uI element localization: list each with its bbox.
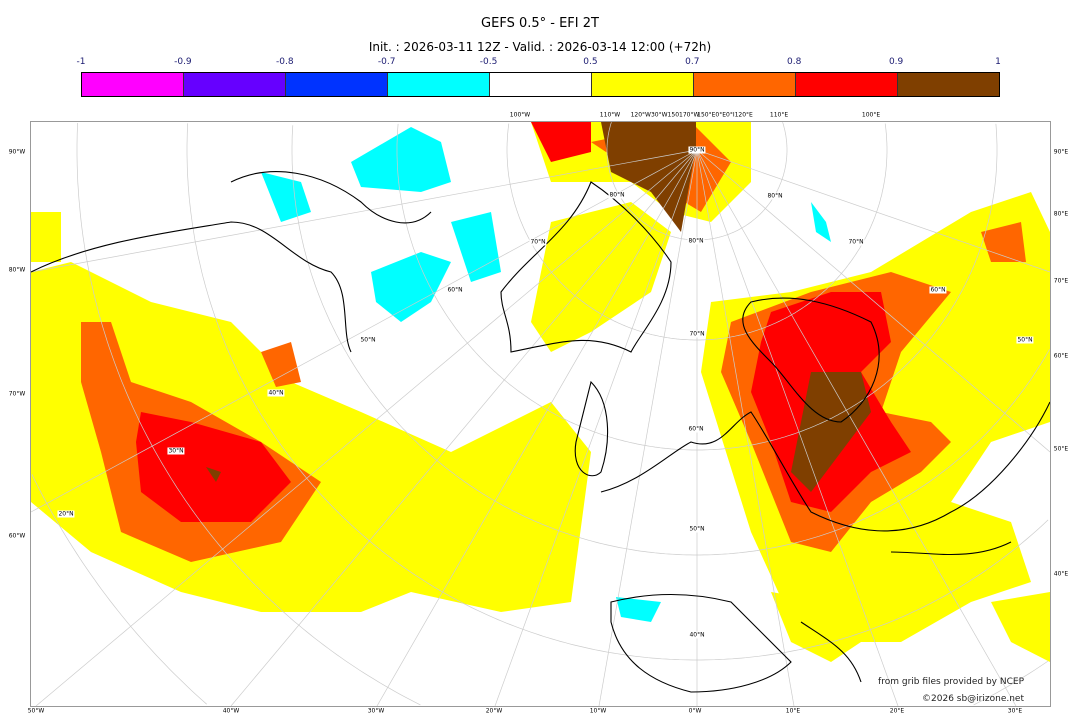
colorbar-bin: [592, 73, 694, 96]
colorbar-tick: 0.5: [583, 57, 598, 67]
axis-label-bottom: 30°W: [367, 707, 385, 715]
latitude-circle: [884, 123, 888, 150]
axis-label-bottom: 30°E: [1007, 707, 1023, 715]
axis-label-bottom: 40°W: [222, 707, 240, 715]
axis-label-right: 80°E: [1053, 210, 1069, 218]
colorbar-bin: [82, 73, 184, 96]
copyright: ©2026 sb@irizone.net: [922, 694, 1024, 704]
latitude-label: 60°N: [929, 286, 947, 294]
axis-label-top: 150°E0°E0°I120°E: [697, 111, 753, 119]
axis-label-right: 90°E: [1053, 148, 1069, 156]
latitude-label: 50°N: [688, 525, 706, 533]
latitude-label: 90°N: [688, 146, 706, 154]
chart-title: GEFS 0.5° - EFI 2T: [481, 16, 599, 31]
latitude-label: 80°N: [687, 237, 705, 245]
axis-label-bottom: 10°E: [785, 707, 801, 715]
colorbar-bin: [796, 73, 898, 96]
colorbar-tick: -0.9: [174, 57, 192, 67]
latitude-circle: [396, 123, 998, 451]
efi-brown: [206, 122, 871, 492]
colorbar-bin: [286, 73, 388, 96]
latitude-label: 50°N: [1016, 336, 1034, 344]
latitude-circle: [973, 660, 1049, 706]
axis-label-top: 120°W30°W150170°W: [630, 111, 700, 119]
axis-label-right: 60°E: [1053, 352, 1069, 360]
latitude-circle: [186, 123, 1049, 661]
axis-label-left: 80°W: [8, 266, 26, 274]
axis-label-right: 40°E: [1053, 570, 1069, 578]
chart-subtitle: Init. : 2026-03-11 12Z - Valid. : 2026-0…: [368, 40, 712, 54]
latitude-circle: [31, 474, 207, 705]
axis-label-left: 70°W: [8, 390, 26, 398]
colorbar-tick: -0.7: [377, 57, 396, 67]
axis-label-bottom: 50°W: [27, 707, 45, 715]
colorbar-tick: 0.9: [888, 57, 904, 67]
latitude-label: 30°N: [167, 447, 185, 455]
axis-label-right: 70°E: [1053, 277, 1069, 285]
latitude-label: 50°N: [359, 336, 377, 344]
latitude-label: 60°N: [446, 286, 464, 294]
axis-label-right: 50°E: [1053, 445, 1069, 453]
axis-label-top: 100°E: [861, 111, 881, 119]
colorbar-tick: -0.5: [479, 57, 498, 67]
axis-label-top: 110°E: [769, 111, 789, 119]
latitude-label: 40°N: [688, 631, 706, 639]
axis-label-left: 90°W: [8, 148, 26, 156]
colorbar-tick: 0.8: [787, 57, 802, 67]
latitude-label: 60°N: [687, 425, 705, 433]
latitude-circle: [76, 122, 421, 706]
latitude-label: 40°N: [267, 389, 285, 397]
axis-label-left: 60°W: [8, 532, 26, 540]
colorbar-tick: 0.7: [685, 57, 700, 67]
map-panel: 90°N 80°N 80°N 80°N 70°N 70°N 70°N 60°N 60°N 60°N…: [30, 121, 1051, 707]
latitude-label: 70°N: [529, 238, 547, 246]
colorbar-tick: 1: [995, 57, 1001, 67]
axis-label-top: 110°W: [599, 111, 621, 119]
axis-label-bottom: 0°W: [688, 707, 702, 715]
colorbar-bin: [898, 73, 999, 96]
colorbar-tick: -0.8: [275, 57, 294, 67]
latitude-circle: [506, 123, 888, 341]
latitude-label: 20°N: [57, 510, 75, 518]
latitude-label: 80°N: [608, 191, 626, 199]
axis-label-bottom: 10°W: [589, 707, 607, 715]
latitude-circle: [782, 122, 788, 150]
latitude-label: 70°N: [847, 238, 865, 246]
latitude-circle: [291, 125, 1050, 556]
axis-label-bottom: 20°W: [485, 707, 503, 715]
colorbar-bin: [184, 73, 286, 96]
axis-label-top: 100°W: [509, 111, 531, 119]
latitude-label: 80°N: [766, 192, 784, 200]
efi-cyan: [261, 127, 831, 622]
source-credit: from grib files provided by NCEP: [878, 677, 1024, 687]
latitude-circle: [995, 123, 998, 150]
colorbar-tick: -1: [76, 57, 86, 67]
coastlines: [31, 171, 1050, 693]
efi-map: [31, 122, 1050, 706]
axis-label-bottom: 20°E: [889, 707, 905, 715]
colorbar-bin: [388, 73, 490, 96]
colorbar-bin: [694, 73, 796, 96]
latitude-label: 70°N: [688, 330, 706, 338]
colorbar-bin: [490, 73, 592, 96]
colorbar: [81, 72, 1000, 97]
